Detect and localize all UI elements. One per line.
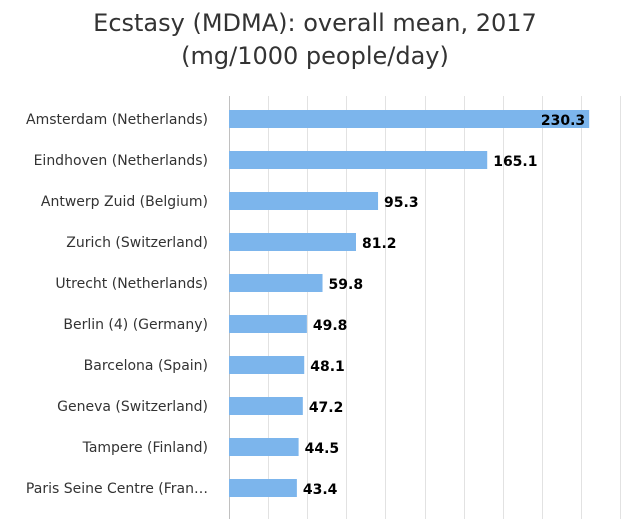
data-label: 49.8 — [313, 318, 348, 334]
data-label: 95.3 — [384, 195, 419, 211]
data-label: 81.2 — [362, 236, 397, 252]
data-label: 48.1 — [310, 359, 345, 375]
bar — [229, 315, 307, 333]
data-label: 43.4 — [303, 482, 338, 498]
data-label: 165.1 — [493, 154, 537, 170]
category-label: Amsterdam (Netherlands) — [26, 112, 208, 128]
category-label: Berlin (4) (Germany) — [63, 317, 208, 333]
category-label: Zurich (Switzerland) — [66, 235, 208, 251]
bar — [229, 110, 590, 128]
data-label: 44.5 — [305, 441, 340, 457]
data-label: 47.2 — [309, 400, 344, 416]
bar — [229, 479, 297, 497]
data-label: 230.3 — [541, 113, 585, 129]
category-label: Utrecht (Netherlands) — [55, 276, 208, 292]
category-labels: Amsterdam (Netherlands) Eindhoven (Nether… — [26, 112, 208, 497]
category-label: Antwerp Zuid (Belgium) — [41, 194, 208, 210]
category-label: Geneva (Switzerland) — [57, 399, 208, 415]
category-label: Eindhoven (Netherlands) — [34, 153, 208, 169]
value-labels: 230.3 165.1 95.3 81.2 59.8 49.8 48.1 47.2 44.5 43… — [303, 113, 585, 498]
bar — [229, 397, 303, 415]
bar — [229, 233, 356, 251]
data-label: 59.8 — [329, 277, 364, 293]
bar — [229, 274, 323, 292]
chart-title: Ecstasy (MDMA): overall mean, 2017 — [93, 9, 537, 37]
category-label: Barcelona (Spain) — [84, 358, 208, 374]
bar — [229, 438, 299, 456]
bar — [229, 356, 305, 374]
category-label: Tampere (Finland) — [82, 440, 208, 456]
bar — [229, 151, 488, 169]
chart-subtitle: (mg/1000 people/day) — [181, 42, 449, 70]
bars — [229, 110, 590, 497]
bar — [229, 192, 379, 210]
category-label: Paris Seine Centre (Fran… — [26, 481, 208, 497]
